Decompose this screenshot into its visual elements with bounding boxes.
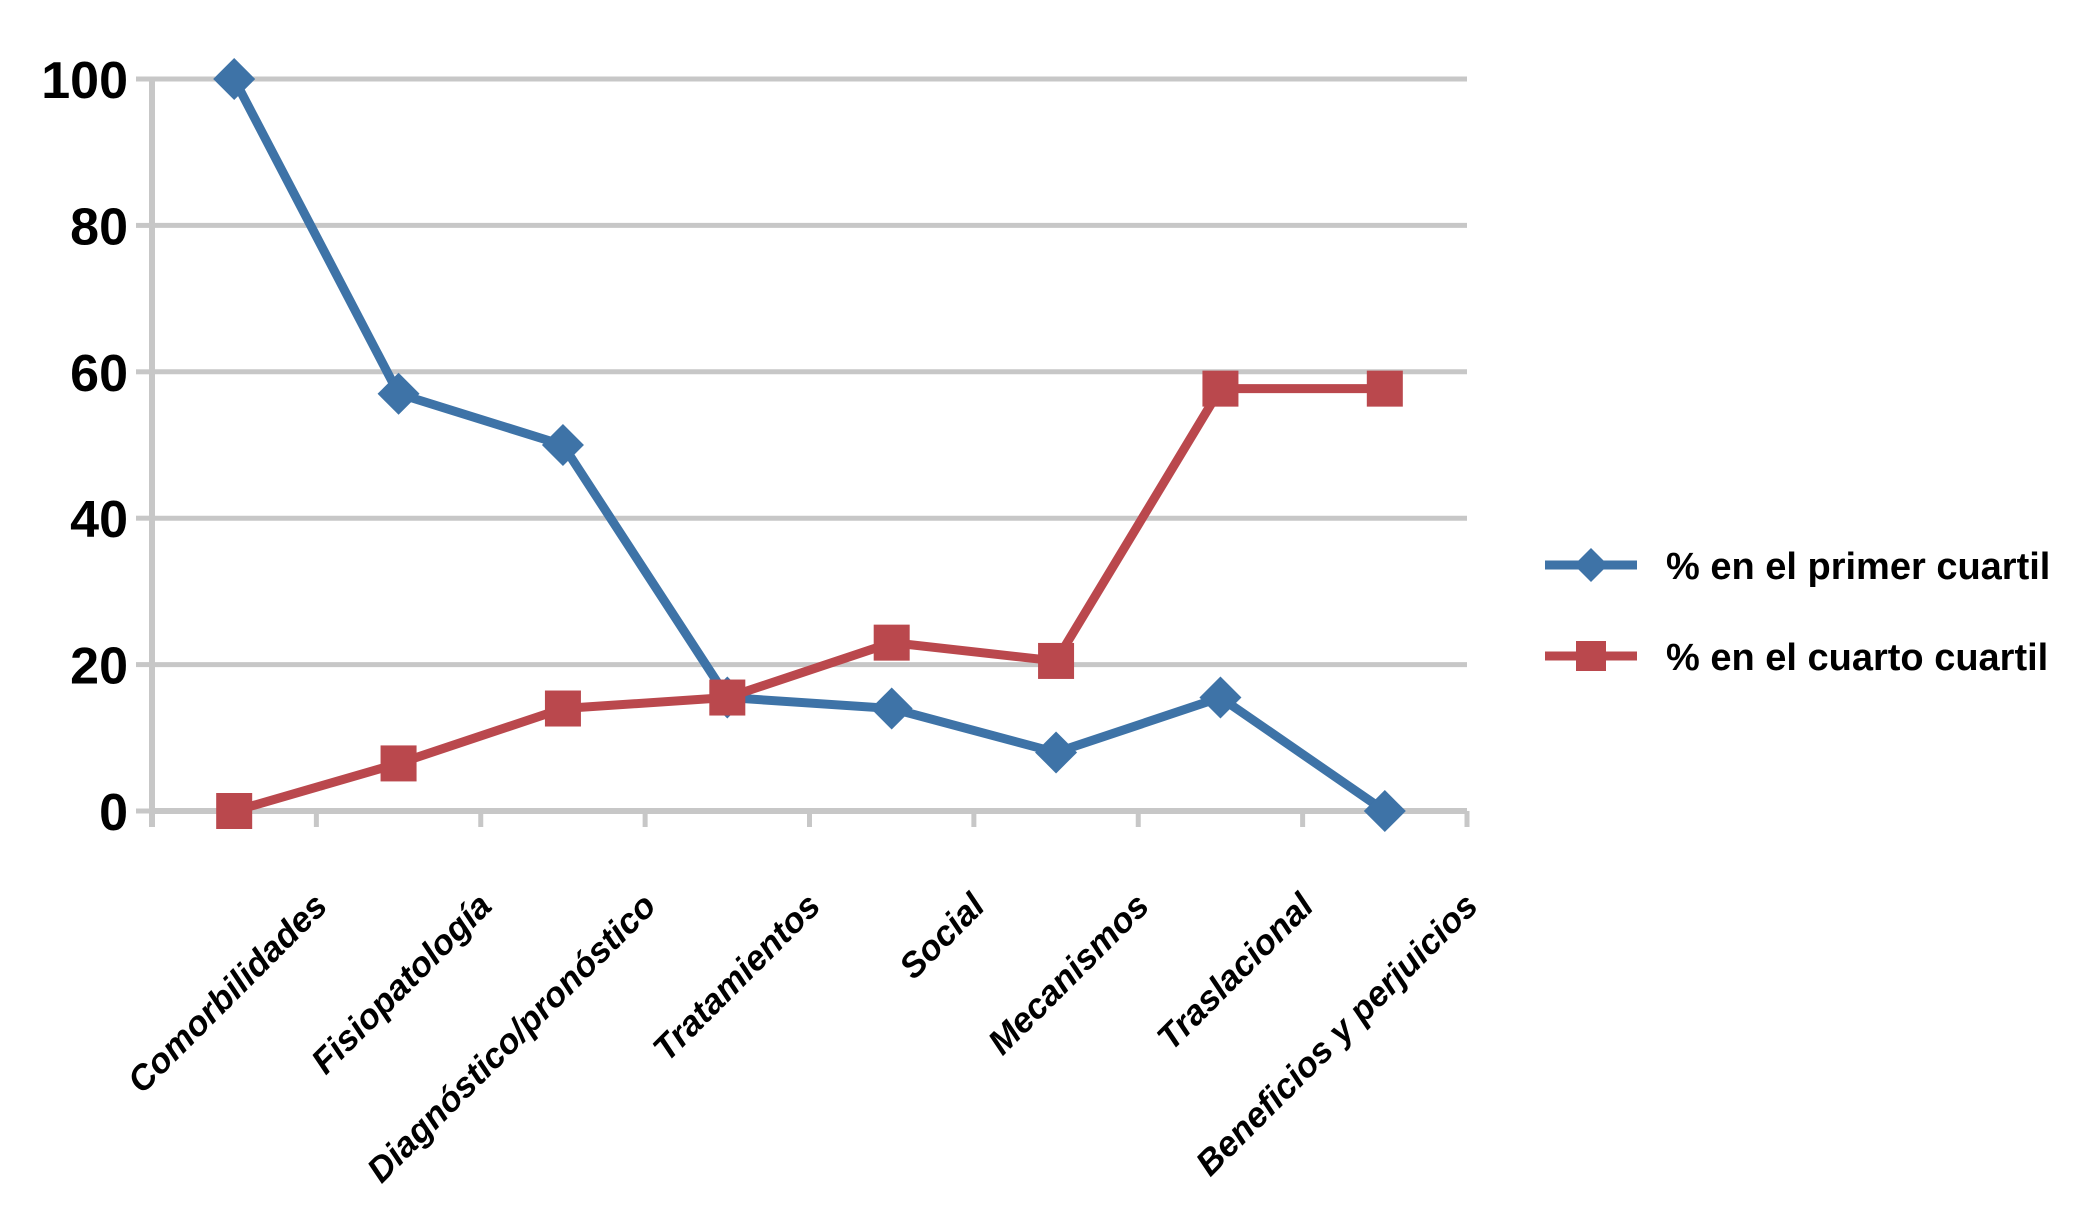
data-point-square xyxy=(380,745,417,782)
axes xyxy=(136,76,1470,827)
data-point-diamond xyxy=(377,372,420,415)
y-tick-label: 0 xyxy=(99,784,128,842)
series xyxy=(213,58,1406,832)
data-point-square xyxy=(1366,370,1403,407)
x-axis-label: Comorbilidades xyxy=(120,886,335,1101)
y-tick-label: 80 xyxy=(70,198,128,256)
data-point-diamond xyxy=(1199,676,1242,719)
x-axis-label: Tratamientos xyxy=(645,886,828,1069)
data-point-square xyxy=(709,679,746,716)
legend: % en el primer cuartil % en el cuarto cua… xyxy=(1545,546,2050,679)
legend-label: % en el cuarto cuartil xyxy=(1666,637,2048,679)
series-line xyxy=(229,74,1390,816)
series-primer-cuartil xyxy=(213,58,1406,832)
data-point-diamond xyxy=(541,424,584,466)
y-tick-label: 20 xyxy=(70,638,128,696)
x-axis-label: Traslacional xyxy=(1150,885,1322,1057)
legend-label: % en el primer cuartil xyxy=(1666,546,2050,588)
data-point-diamond xyxy=(1363,790,1406,832)
data-point-square xyxy=(216,793,253,829)
data-point-square xyxy=(544,690,581,727)
data-point-diamond xyxy=(213,58,256,100)
data-point-square xyxy=(1038,642,1075,679)
legend-square-icon xyxy=(1576,641,1606,671)
x-axis-label: Beneficios y perjuicios xyxy=(1188,886,1485,1183)
x-axis-label: Social xyxy=(892,885,993,986)
legend-diamond-icon xyxy=(1574,548,1608,582)
y-tick-label: 100 xyxy=(41,52,128,110)
y-tick-label: 60 xyxy=(70,345,128,403)
x-axis-label: Mecanismos xyxy=(981,886,1157,1062)
series-line xyxy=(229,384,1390,816)
legend-item: % en el cuarto cuartil xyxy=(1545,637,2048,679)
legend-item: % en el primer cuartil xyxy=(1545,546,2050,588)
data-point-square xyxy=(1202,370,1239,407)
axis-labels: 020406080100ComorbilidadesFisiopatología… xyxy=(41,52,1485,1190)
data-point-diamond xyxy=(1035,731,1078,774)
data-point-diamond xyxy=(870,687,913,730)
x-axis-label: Diagnóstico/pronóstico xyxy=(360,886,664,1190)
series-cuarto-cuartil xyxy=(216,370,1403,829)
data-point-square xyxy=(873,624,910,661)
gridlines xyxy=(152,76,1467,814)
y-tick-label: 40 xyxy=(70,491,128,549)
